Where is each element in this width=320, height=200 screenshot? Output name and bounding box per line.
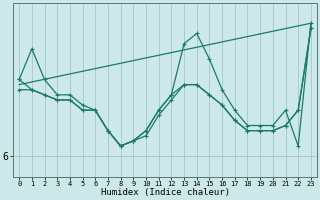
X-axis label: Humidex (Indice chaleur): Humidex (Indice chaleur) — [100, 188, 229, 197]
